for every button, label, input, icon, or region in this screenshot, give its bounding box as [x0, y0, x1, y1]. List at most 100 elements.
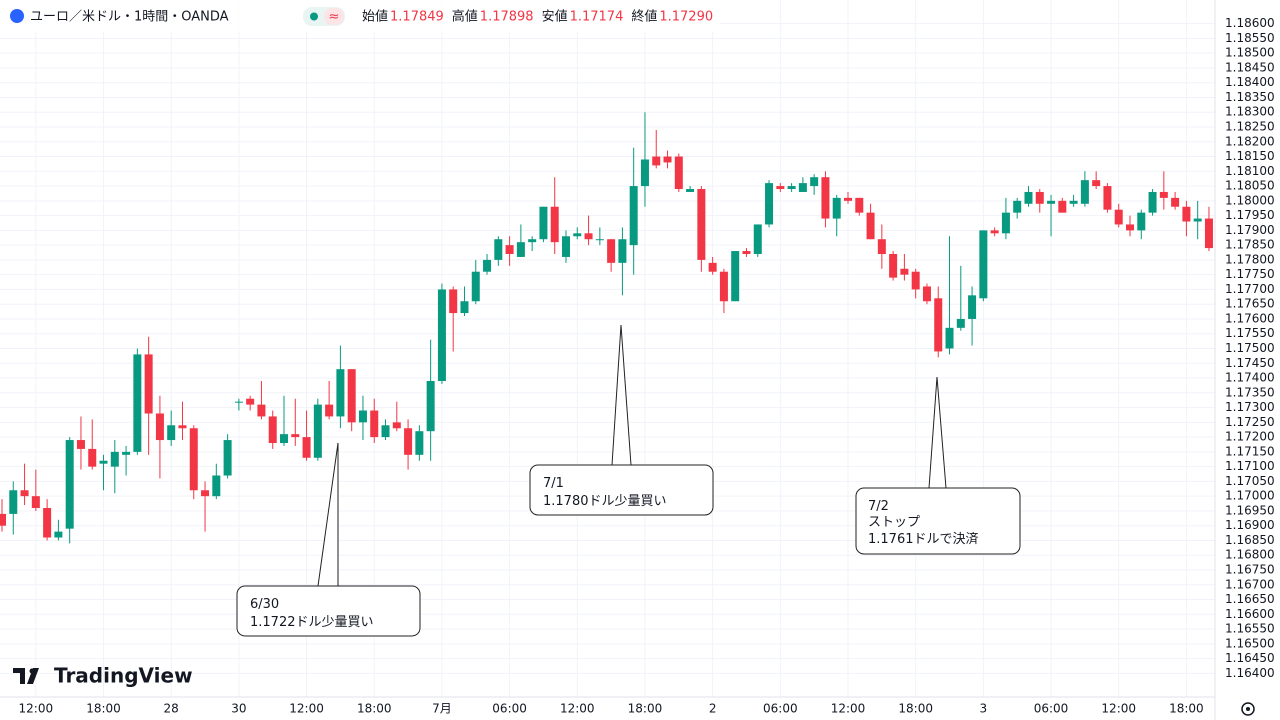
candle-body [686, 189, 695, 192]
candle-body [201, 490, 210, 497]
x-tick-label: 12:00 [560, 702, 595, 716]
callout-box [529, 464, 714, 516]
candle-body [663, 156, 672, 163]
candle-body [415, 431, 424, 455]
y-tick-label: 1.16400 [1225, 666, 1275, 680]
annotation-text: 1.1780ドル少量買い [543, 494, 667, 509]
y-tick-label: 1.17100 [1225, 459, 1275, 473]
y-tick-label: 1.16450 [1225, 651, 1275, 665]
candle-body [629, 186, 638, 246]
candle-body [381, 425, 390, 438]
candle-body [122, 451, 131, 455]
ohlc-value: 1.17849 [390, 10, 444, 25]
candle-body [1137, 212, 1146, 231]
candle-body [167, 425, 176, 441]
candle-body [234, 401, 243, 403]
y-tick-label: 1.17300 [1225, 400, 1275, 414]
y-tick-label: 1.17550 [1225, 326, 1275, 340]
y-tick-label: 1.17650 [1225, 297, 1275, 311]
candle-body [133, 354, 142, 452]
candle-body [88, 448, 97, 467]
candle-body [483, 259, 492, 272]
y-tick-label: 1.16950 [1225, 503, 1275, 517]
candle-body [189, 428, 198, 491]
annotation-text: 1.1761ドルで決済 [868, 531, 979, 547]
x-tick-label: 06:00 [1034, 702, 1069, 716]
candle-body [573, 233, 582, 237]
candle-body [1035, 191, 1044, 204]
y-tick-label: 1.18450 [1225, 60, 1275, 74]
x-axis: 12:00 18:00 28 30 12:00 18:00 7月 06:00 12:00 18:0… [19, 702, 1204, 716]
candle-body [212, 475, 221, 497]
candle-body [731, 251, 740, 302]
y-tick-label: 1.18100 [1225, 164, 1275, 178]
y-tick-label: 1.17600 [1225, 311, 1275, 325]
candle-body [471, 271, 480, 302]
candle-body [31, 496, 40, 508]
annotation-text: ストップ [868, 515, 920, 530]
candle-body [708, 262, 717, 272]
candle-body [528, 239, 537, 243]
candle-body [155, 413, 164, 441]
y-tick-label: 1.16650 [1225, 592, 1275, 606]
x-tick-label: 06:00 [763, 702, 798, 716]
annotation-text: 7/1 [543, 476, 564, 491]
candle-body [144, 354, 153, 414]
annotation: 7/2 ストップ 1.1761ドルで決済 [855, 376, 1021, 555]
candle-body [697, 189, 706, 260]
candle-body [246, 398, 255, 405]
candle-body [776, 186, 785, 190]
candle-body [43, 507, 52, 538]
y-tick-label: 1.18150 [1225, 149, 1275, 163]
candle-body [449, 289, 458, 314]
ohlc-label: 高値 [452, 9, 478, 25]
candle-body [460, 301, 469, 314]
candle-body [336, 369, 345, 417]
annotation-text: 6/30 [250, 597, 279, 612]
candle-body [832, 197, 841, 219]
y-tick-label: 1.17200 [1225, 430, 1275, 444]
y-tick-label: 1.17500 [1225, 341, 1275, 355]
candle-body [539, 206, 548, 240]
callout-pointer [611, 324, 632, 466]
candle-body [358, 410, 367, 423]
candle-body [347, 369, 356, 423]
x-tick-label: 18:00 [1169, 702, 1204, 716]
candle-body [911, 271, 920, 290]
x-tick-label: 12:00 [831, 702, 866, 716]
candle-body [877, 239, 886, 254]
settings-dot[interactable] [1246, 707, 1250, 711]
y-tick-label: 1.18350 [1225, 90, 1275, 104]
settings-ring[interactable] [1241, 702, 1255, 716]
candle-body [1024, 191, 1033, 204]
candle-body [719, 271, 728, 302]
candle-body [562, 236, 570, 257]
candle-body [742, 251, 751, 254]
annotation: 6/30 1.1722ドル少量買い [236, 442, 421, 637]
ohlc: 始値 1.17849 高値 1.17898 安値 1.17174 終値 1.17290 [362, 9, 713, 25]
candle-body [223, 440, 232, 476]
candle-body [1080, 180, 1089, 204]
y-tick-label: 1.18000 [1225, 193, 1275, 207]
candle-body [1171, 197, 1180, 207]
candle-body [426, 380, 435, 432]
symbol: ユーロ／米ドル・1時間・OANDA [30, 10, 229, 25]
y-tick-label: 1.16900 [1225, 518, 1275, 532]
annotation: 7/1 1.1780ドル少量買い [529, 324, 714, 516]
candle-body [640, 159, 649, 187]
candle-body [20, 490, 29, 497]
settings-icon[interactable] [1241, 702, 1255, 716]
candle-body [76, 440, 85, 449]
y-tick-label: 1.17800 [1225, 252, 1275, 266]
callout-box [855, 487, 1021, 555]
candle-body [370, 410, 379, 438]
candle-body [437, 289, 446, 381]
y-tick-label: 1.18600 [1225, 16, 1275, 30]
ohlc-label: 終値 [631, 9, 657, 25]
y-tick-label: 1.17900 [1225, 223, 1275, 237]
brand: TradingView [54, 664, 193, 688]
y-tick-label: 1.17750 [1225, 267, 1275, 281]
x-tick-label: 18:00 [357, 702, 392, 716]
